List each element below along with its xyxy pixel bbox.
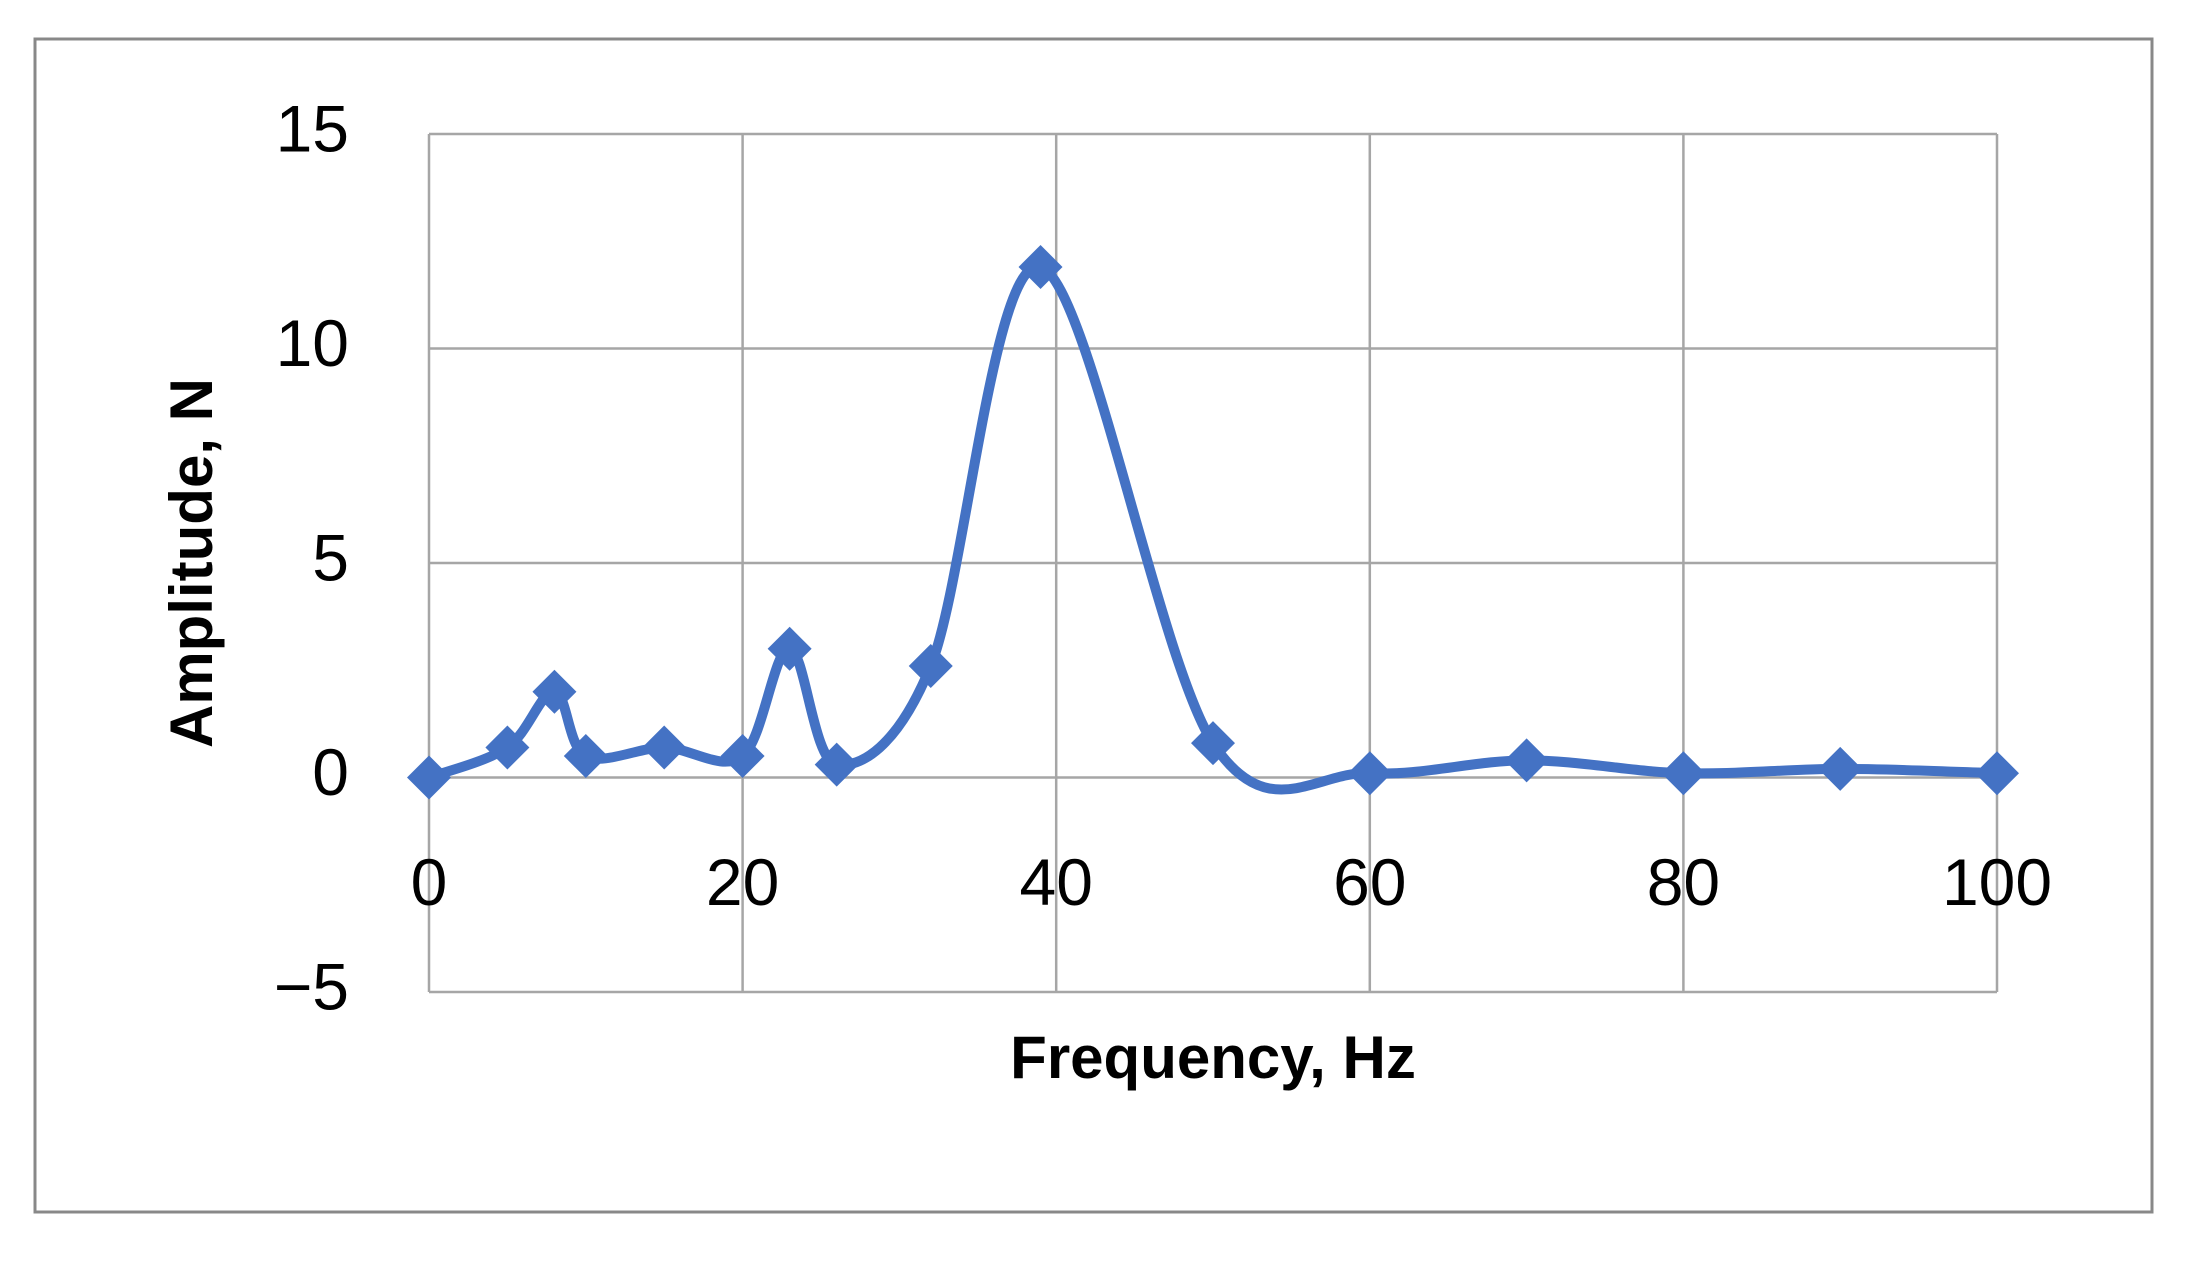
marker <box>767 626 812 671</box>
y-tick-label: −5 <box>274 949 349 1023</box>
marker <box>532 669 577 714</box>
x-tick-label: 100 <box>1942 845 2052 919</box>
marker <box>1975 751 2019 796</box>
marker <box>1661 751 1706 796</box>
marker <box>720 734 765 779</box>
y-tick-label: 5 <box>312 520 349 594</box>
x-tick-label: 20 <box>706 845 779 919</box>
chart-border <box>33 37 2154 1214</box>
marker <box>1818 746 1863 791</box>
marker <box>908 643 953 688</box>
x-tick-label: 60 <box>1333 845 1406 919</box>
x-axis-title: Frequency, Hz <box>1010 1024 1416 1091</box>
y-tick-label: 10 <box>276 306 349 380</box>
marker <box>814 742 859 787</box>
marker <box>1191 721 1235 766</box>
x-tick-label: 0 <box>411 845 448 919</box>
marker <box>1347 751 1392 796</box>
y-axis-title: Amplitude, N <box>158 378 225 748</box>
marker <box>1018 244 1063 289</box>
marker <box>1504 738 1549 783</box>
marker <box>485 725 530 770</box>
marker <box>407 755 451 800</box>
marker <box>642 725 687 770</box>
x-tick-label: 80 <box>1647 845 1720 919</box>
x-tick-label: 40 <box>1019 845 1092 919</box>
y-tick-label: 0 <box>312 735 349 809</box>
marker <box>563 734 608 779</box>
y-tick-label: 15 <box>276 91 349 165</box>
